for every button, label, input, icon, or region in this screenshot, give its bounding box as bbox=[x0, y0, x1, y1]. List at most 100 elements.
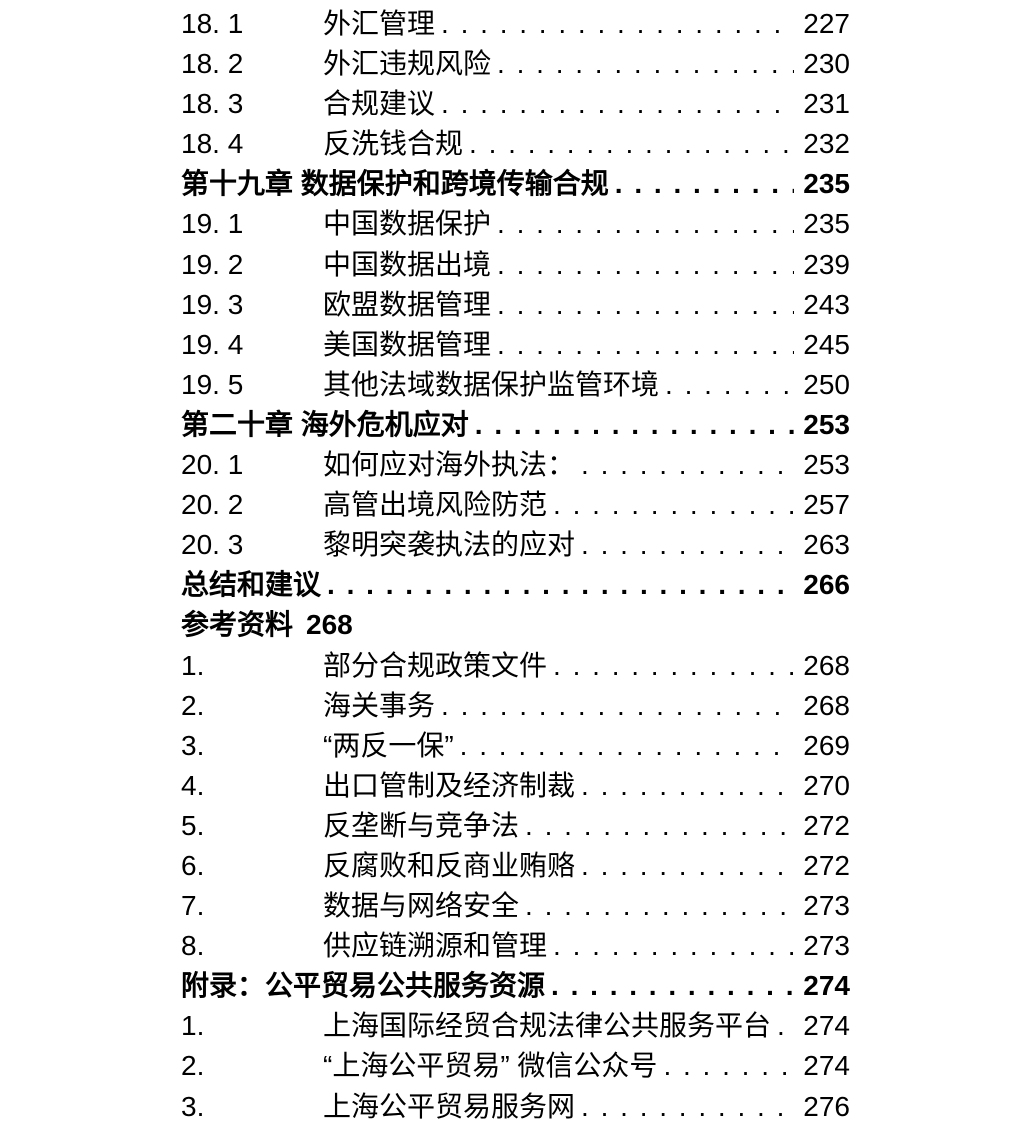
toc-entry-number: 1. bbox=[181, 649, 205, 681]
dot-leader: . . . . . . . . . . . . . . . . . . . . … bbox=[551, 970, 794, 1002]
toc-entry-title: 上海公平贸易服务网 bbox=[323, 1090, 576, 1122]
dot-leader: . . . . . . . . . . . . . . . . . . . . … bbox=[441, 88, 794, 120]
toc-entry-title: 中国数据出境 bbox=[323, 248, 492, 280]
toc-entry-number: 3. bbox=[181, 1090, 205, 1122]
dot-leader: . . . . . . . . . . . . . . . . . . . . … bbox=[581, 849, 794, 881]
toc-entry-number: 1. bbox=[181, 1010, 205, 1042]
toc-page-number: 270 bbox=[803, 769, 850, 801]
toc-page-number: 235 bbox=[803, 168, 850, 200]
dot-leader: . . . . . . . . . . . . . . . . . . . . … bbox=[497, 288, 794, 320]
toc-row: 19. 4 美国数据管理 . . . . . . . . . . . . . .… bbox=[181, 325, 850, 365]
toc-entry-number: 3. bbox=[181, 729, 205, 761]
dot-leader: . . . . . . . . . . . . . . . . . . . . … bbox=[581, 449, 794, 481]
toc-page-number: 276 bbox=[803, 1090, 850, 1122]
toc-entry-number: 19. 4 bbox=[181, 328, 244, 360]
dot-leader: . . . . . . . . . . . . . . . . . . . . … bbox=[497, 208, 794, 240]
dot-leader: . . . . . . . . . . . . . . . . . . . . … bbox=[581, 529, 794, 561]
toc-page-number: 273 bbox=[803, 890, 850, 922]
toc-row: 19. 2 中国数据出境 . . . . . . . . . . . . . .… bbox=[181, 245, 850, 285]
dot-leader: . . . . . . . . . . . . . . . . . . . . … bbox=[441, 689, 794, 721]
toc-entry-title: 出口管制及经济制裁 bbox=[323, 769, 576, 801]
toc-entry-title: 第十九章 数据保护和跨境传输合规 bbox=[181, 168, 609, 200]
toc-entry-number: 5. bbox=[181, 809, 205, 841]
toc-entry-number: 18. 4 bbox=[181, 128, 244, 160]
toc-page-number: 232 bbox=[803, 128, 850, 160]
toc-page-number: 272 bbox=[803, 849, 850, 881]
toc-page-number: 268 bbox=[306, 609, 353, 641]
toc-entry-title: 欧盟数据管理 bbox=[323, 288, 492, 320]
toc-entry-number: 18. 3 bbox=[181, 88, 244, 120]
toc-entry-number: 19. 3 bbox=[181, 288, 244, 320]
toc-entry-title: 合规建议 bbox=[323, 88, 436, 120]
toc-page-number: 274 bbox=[803, 970, 850, 1002]
toc-page-number: 257 bbox=[803, 489, 850, 521]
toc-entry-title: “两反一保” bbox=[323, 729, 454, 761]
dot-leader: . . . . . . . . . . . . . . . . . . . . … bbox=[469, 128, 794, 160]
toc-entry-number: 7. bbox=[181, 890, 205, 922]
dot-leader: . . . . . . . . . . . . . . . . . . . . … bbox=[553, 649, 794, 681]
toc-row: 参考资料 268 bbox=[181, 605, 850, 645]
toc-page-number: 268 bbox=[803, 649, 850, 681]
toc-entry-title: 反垄断与竞争法 bbox=[323, 809, 520, 841]
toc-entry-title: 反洗钱合规 bbox=[323, 128, 464, 160]
toc-entry-title: 高管出境风险防范 bbox=[323, 489, 548, 521]
toc-entry-title: “上海公平贸易” 微信公众号 bbox=[323, 1050, 658, 1082]
toc-entry-title: 中国数据保护 bbox=[323, 208, 492, 240]
toc-page-number: 273 bbox=[803, 930, 850, 962]
dot-leader: . . . . . . . . . . . . . . . . . . . . … bbox=[614, 168, 795, 200]
dot-leader: . . . . . . . . . . . . . . . . . . . . … bbox=[459, 729, 795, 761]
toc-row: 18. 3 合规建议 . . . . . . . . . . . . . . .… bbox=[181, 84, 850, 124]
toc-entry-title: 如何应对海外执法： bbox=[323, 449, 576, 481]
dot-leader: . . . . . . . . . . . . . . . . . . . . … bbox=[525, 809, 794, 841]
toc-row: 1. 部分合规政策文件 . . . . . . . . . . . . . . … bbox=[181, 646, 850, 686]
toc-page-number: 227 bbox=[803, 8, 850, 39]
toc-entry-title: 第二十章 海外危机应对 bbox=[181, 408, 469, 440]
toc-entry-title: 附录：公平贸易公共服务资源 bbox=[181, 970, 546, 1002]
toc-entry-number: 2. bbox=[181, 1050, 205, 1082]
toc-entry-number: 19. 5 bbox=[181, 368, 244, 400]
dot-leader: . . . . . . . . . . . . . . . . . . . . … bbox=[327, 569, 794, 601]
toc-page-number: 268 bbox=[803, 689, 850, 721]
toc-page-number: 250 bbox=[803, 368, 850, 400]
toc-row: 附录：公平贸易公共服务资源 . . . . . . . . . . . . . … bbox=[181, 966, 850, 1006]
toc-page-number: 253 bbox=[803, 449, 850, 481]
toc-row: 4. 出口管制及经济制裁 . . . . . . . . . . . . . .… bbox=[181, 766, 850, 806]
toc-entry-number: 20. 2 bbox=[181, 489, 244, 521]
dot-leader: . . . . . . . . . . . . . . . . . . . . … bbox=[581, 769, 794, 801]
toc-row: 7. 数据与网络安全 . . . . . . . . . . . . . . .… bbox=[181, 886, 850, 926]
dot-leader: . . . . . . . . . . . . . . . . . . . . … bbox=[441, 8, 794, 39]
dot-leader: . . . . . . . . . . . . . . . . . . . . … bbox=[777, 1010, 794, 1042]
toc-row: 6. 反腐败和反商业贿赂 . . . . . . . . . . . . . .… bbox=[181, 846, 850, 886]
toc-row: 19. 3 欧盟数据管理 . . . . . . . . . . . . . .… bbox=[181, 285, 850, 325]
dot-leader: . . . . . . . . . . . . . . . . . . . . … bbox=[497, 248, 794, 280]
toc-row: 总结和建议 . . . . . . . . . . . . . . . . . … bbox=[181, 565, 850, 605]
toc-page-number: 243 bbox=[803, 288, 850, 320]
toc-entry-number: 20. 3 bbox=[181, 529, 244, 561]
toc-page-number: 231 bbox=[803, 88, 850, 120]
toc-page-number: 272 bbox=[803, 809, 850, 841]
toc-row: 3. “两反一保” . . . . . . . . . . . . . . . … bbox=[181, 726, 850, 766]
toc-page-number: 230 bbox=[803, 48, 850, 80]
dot-leader: . . . . . . . . . . . . . . . . . . . . … bbox=[553, 489, 794, 521]
toc-row: 3. 上海公平贸易服务网 . . . . . . . . . . . . . .… bbox=[181, 1087, 850, 1127]
toc-row: 19. 1 中国数据保护 . . . . . . . . . . . . . .… bbox=[181, 204, 850, 244]
toc-entry-title: 部分合规政策文件 bbox=[323, 649, 548, 681]
table-of-contents: 18. 1 外汇管理 . . . . . . . . . . . . . . .… bbox=[181, 4, 850, 1127]
toc-page-number: 269 bbox=[803, 729, 850, 761]
toc-entry-title: 总结和建议 bbox=[181, 569, 322, 601]
dot-leader: . . . . . . . . . . . . . . . . . . . . … bbox=[474, 408, 795, 440]
toc-page-number: 263 bbox=[803, 529, 850, 561]
toc-entry-title: 上海国际经贸合规法律公共服务平台 bbox=[323, 1010, 772, 1042]
toc-row: 第二十章 海外危机应对 . . . . . . . . . . . . . . … bbox=[181, 405, 850, 445]
toc-entry-title: 外汇违规风险 bbox=[323, 48, 492, 80]
toc-entry-title: 反腐败和反商业贿赂 bbox=[323, 849, 576, 881]
toc-page-number: 274 bbox=[803, 1010, 850, 1042]
toc-entry-number: 6. bbox=[181, 849, 205, 881]
toc-row: 20. 2 高管出境风险防范 . . . . . . . . . . . . .… bbox=[181, 485, 850, 525]
toc-row: 20. 3 黎明突袭执法的应对 . . . . . . . . . . . . … bbox=[181, 525, 850, 565]
toc-page-number: 235 bbox=[803, 208, 850, 240]
toc-entry-title: 参考资料 bbox=[181, 609, 294, 641]
dot-leader: . . . . . . . . . . . . . . . . . . . . … bbox=[665, 368, 794, 400]
toc-entry-number: 18. 2 bbox=[181, 48, 244, 80]
